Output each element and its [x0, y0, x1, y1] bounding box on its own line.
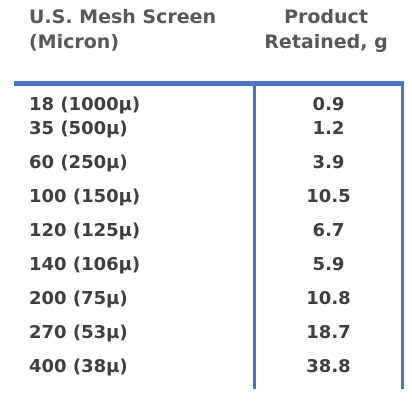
retained-cell: 1.2 — [312, 118, 345, 139]
mesh-cell: 270 (53µ) — [29, 322, 128, 343]
table-row: 120 (125µ) 6.7 — [0, 218, 412, 243]
table-row: 18 (1000µ) 0.9 — [0, 92, 412, 117]
mesh-cell: 60 (250µ) — [29, 152, 128, 173]
header-divider-rule — [14, 81, 404, 86]
retained-cell: 5.9 — [312, 254, 345, 275]
header-product-retained: Product Retained, g — [252, 5, 400, 55]
retained-cell: 18.7 — [306, 322, 351, 343]
table-row: 400 (38µ) 38.8 — [0, 354, 412, 379]
header-product-line2: Retained, g — [264, 31, 388, 53]
mesh-cell: 140 (106µ) — [29, 254, 141, 275]
table-right-border — [401, 86, 404, 389]
header-product-line1: Product — [284, 6, 368, 28]
mesh-cell: 18 (1000µ) — [29, 94, 141, 115]
mesh-cell: 35 (500µ) — [29, 118, 128, 139]
retained-cell: 0.9 — [312, 94, 345, 115]
retained-cell: 10.5 — [306, 186, 351, 207]
table-row: 60 (250µ) 3.9 — [0, 150, 412, 175]
header-mesh-line2: (Micron) — [29, 31, 119, 53]
table-row: 200 (75µ) 10.8 — [0, 286, 412, 311]
table-row: 270 (53µ) 18.7 — [0, 320, 412, 345]
table-row: 35 (500µ) 1.2 — [0, 116, 412, 141]
table-row: 100 (150µ) 10.5 — [0, 184, 412, 209]
table-row: 140 (106µ) 5.9 — [0, 252, 412, 277]
mesh-cell: 100 (150µ) — [29, 186, 141, 207]
mesh-cell: 400 (38µ) — [29, 356, 128, 377]
header-mesh-screen: U.S. Mesh Screen (Micron) — [29, 5, 216, 55]
mesh-cell: 200 (75µ) — [29, 288, 128, 309]
retained-cell: 6.7 — [312, 220, 345, 241]
retained-cell: 3.9 — [312, 152, 345, 173]
header-mesh-line1: U.S. Mesh Screen — [29, 6, 217, 28]
column-divider — [253, 86, 256, 389]
retained-cell: 38.8 — [306, 356, 351, 377]
mesh-cell: 120 (125µ) — [29, 220, 141, 241]
retained-cell: 10.8 — [306, 288, 351, 309]
